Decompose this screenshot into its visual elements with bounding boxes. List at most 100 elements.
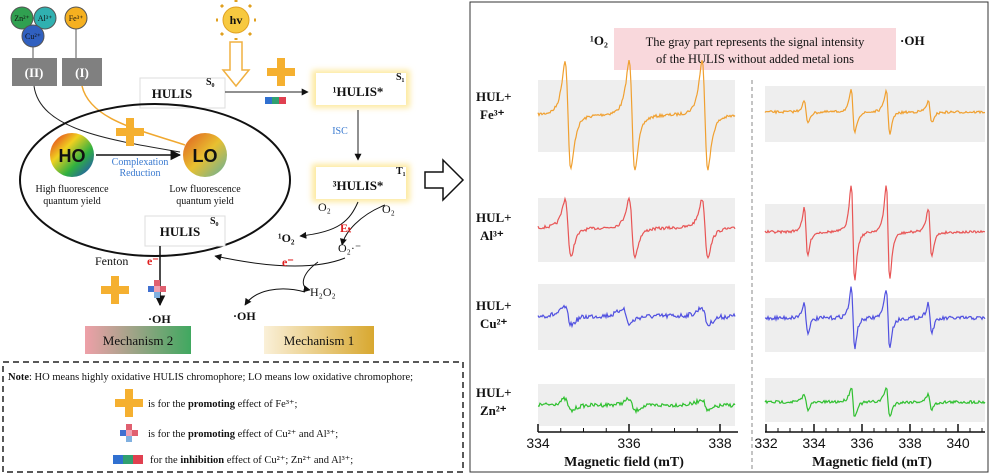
state-label: ³HULIS* xyxy=(333,178,384,193)
mechanism-box xyxy=(264,326,374,354)
row-label: Al³⁺ xyxy=(480,228,504,243)
process-label: Fenton xyxy=(95,254,128,268)
note-box xyxy=(2,361,464,473)
process-label: Complexation xyxy=(112,157,169,168)
spectrum-trace xyxy=(764,387,986,418)
reference-band xyxy=(538,80,735,152)
big-arrow xyxy=(424,158,465,202)
pathway-box xyxy=(12,58,57,86)
process-label: Reduction xyxy=(119,168,160,179)
note-lead: Note xyxy=(8,372,29,383)
ion-label: Zn²⁺ xyxy=(14,14,30,23)
note-item-part: effect of Fe³⁺; xyxy=(235,399,298,410)
column-title: ¹O₂ xyxy=(590,33,608,48)
state-box xyxy=(144,215,226,247)
ion-circle xyxy=(33,6,57,30)
lo-circle xyxy=(183,133,227,177)
reference-band xyxy=(765,378,985,422)
sun xyxy=(216,0,256,40)
light-label: hv xyxy=(230,13,243,27)
arrow xyxy=(214,253,346,267)
ion-circle xyxy=(10,6,34,30)
spectrum-trace xyxy=(764,185,986,281)
x-tick-label: 338 xyxy=(708,435,732,451)
species: ¹O₂ xyxy=(278,231,295,245)
state-label: HULIS xyxy=(152,86,192,101)
reference-band xyxy=(538,384,735,426)
mechanism-label: Mechanism 2 xyxy=(103,333,173,348)
isc-label: ISC xyxy=(332,126,348,137)
x-tick-label: 336 xyxy=(850,435,874,451)
state-box xyxy=(316,73,406,105)
ion-label: Cu²⁺ xyxy=(25,32,41,41)
mechanism-panel: Zn²⁺ Al³⁺ Cu²⁺ Fe³⁺ (II) (I) hv HULIS S₀… xyxy=(10,0,410,354)
spectra-panel: The gray part represents the signal inte… xyxy=(469,1,989,473)
pathway-label: (II) xyxy=(25,65,44,80)
arrow xyxy=(302,261,319,293)
caption: quantum yield xyxy=(176,196,234,207)
caption: Low fluorescence xyxy=(169,184,241,195)
species: O₂·⁻ xyxy=(338,241,361,255)
pathway-box xyxy=(62,58,102,86)
row-label: HUL+ xyxy=(476,385,512,400)
mechanism-label: Mechanism 1 xyxy=(284,333,354,348)
x-tick-label: 338 xyxy=(898,435,922,451)
note-item-part: is for the xyxy=(148,429,188,440)
species: e⁻ xyxy=(282,255,294,269)
arrow xyxy=(340,204,386,246)
row-label: Fe³⁺ xyxy=(480,107,505,122)
species: O₂ xyxy=(318,200,331,214)
column-title: ·OH xyxy=(900,33,925,48)
axis-label: Magnetic field (mT) xyxy=(564,455,684,470)
spectrum-trace xyxy=(537,395,736,415)
note-item-part: for the xyxy=(150,455,180,466)
note-text: Note: HO means highly oxidative HULIS ch… xyxy=(8,372,413,383)
state-level: S₀ xyxy=(210,216,219,227)
spectrum-trace xyxy=(764,88,986,135)
state-label: ¹HULIS* xyxy=(333,84,384,99)
note-item: for the inhibition effect of Cu²⁺; Zn²⁺ … xyxy=(150,455,353,466)
note-body: : HO means highly oxidative HULIS chromo… xyxy=(29,372,413,383)
pathway-label: (I) xyxy=(75,65,89,80)
row-label: HUL+ xyxy=(476,298,512,313)
species: ·OH xyxy=(233,309,256,323)
note-item: is for the promoting effect of Cu²⁺ and … xyxy=(148,429,338,440)
x-tick-label: 334 xyxy=(802,435,826,451)
note-panel: Note: HO means highly oxidative HULIS ch… xyxy=(2,361,464,473)
note-item-emphasis: promoting xyxy=(188,399,236,410)
spectrum-trace xyxy=(537,59,736,171)
cycle xyxy=(19,103,291,257)
ho-circle xyxy=(50,133,94,177)
note-item-part: effect of Cu²⁺ and Al³⁺; xyxy=(235,429,338,440)
x-tick-label: 332 xyxy=(754,435,778,451)
note-item-part: is for the xyxy=(148,399,188,410)
caption: High fluorescence xyxy=(35,184,109,195)
species: O₂ xyxy=(382,202,395,216)
species: e⁻ xyxy=(147,254,159,268)
species: Eₜ xyxy=(340,221,352,235)
arrow xyxy=(244,288,306,306)
reference-band xyxy=(765,86,985,142)
state-label: HULIS xyxy=(160,224,200,239)
caption-box xyxy=(614,28,896,70)
caption: quantum yield xyxy=(43,196,101,207)
caption: of the HULIS without added metal ions xyxy=(656,52,854,66)
row-label: Zn²⁺ xyxy=(480,403,507,418)
spectrum-trace xyxy=(537,196,736,260)
spectrum-trace xyxy=(537,304,736,329)
state-box xyxy=(139,77,226,109)
arrow xyxy=(299,201,359,239)
axis-label: Magnetic field (mT) xyxy=(812,455,932,470)
state-level: S₀ xyxy=(206,77,215,88)
lo-label: LO xyxy=(193,146,218,166)
spectrum-trace xyxy=(764,286,986,350)
species: H₂O₂ xyxy=(310,285,336,299)
ion-label: Fe³⁺ xyxy=(69,14,84,23)
species: ·OH xyxy=(148,312,171,326)
light-arrow xyxy=(221,41,251,88)
state-box xyxy=(316,167,406,199)
reference-band xyxy=(765,298,985,352)
